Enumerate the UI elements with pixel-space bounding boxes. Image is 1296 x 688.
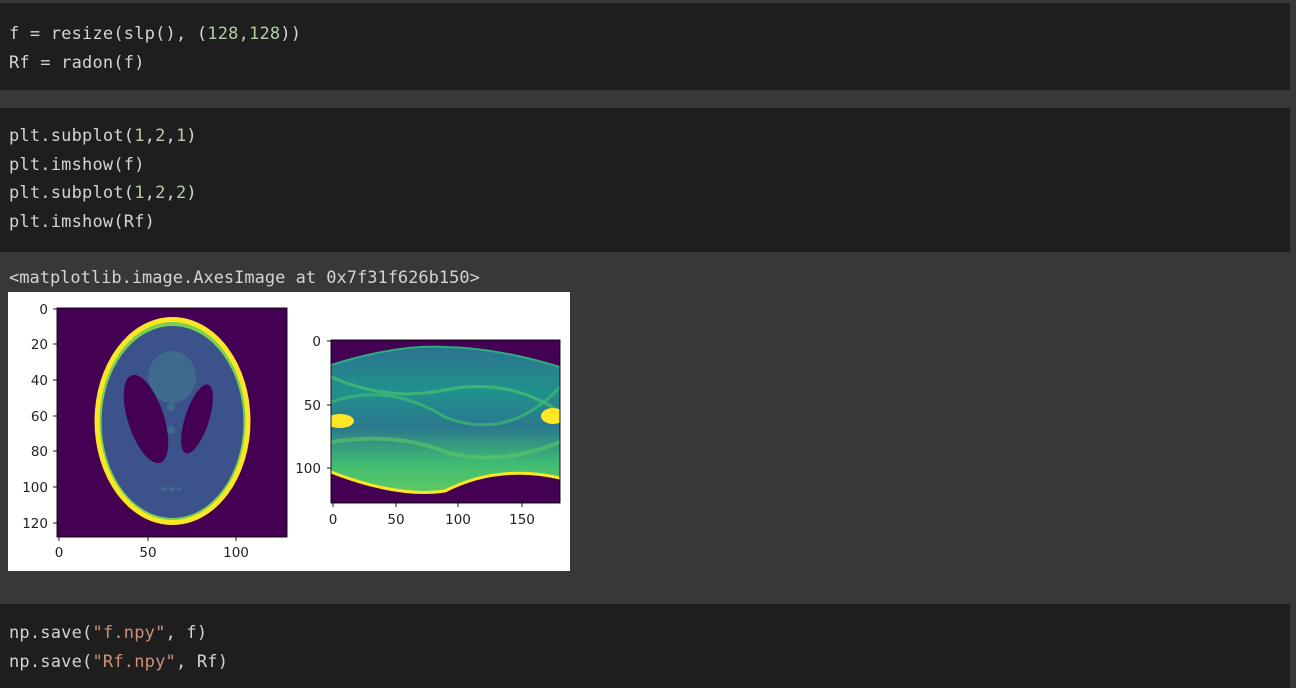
code-line: plt.imshow(f) — [9, 154, 145, 175]
x-tick-label: 100 — [445, 512, 471, 528]
phantom-dot-3 — [161, 487, 167, 491]
x-tick-label: 50 — [387, 512, 404, 528]
y-tick-label: 0 — [39, 302, 48, 318]
phantom-top-ellipse — [148, 351, 196, 403]
y-tick-label: 80 — [31, 444, 48, 460]
code-line: np.save("f.npy", f) — [9, 623, 208, 643]
figure-svg: 0 20 40 60 80 100 120 0 50 100 — [22, 302, 561, 561]
matplotlib-figure: 0 20 40 60 80 100 120 0 50 100 — [8, 292, 570, 571]
code-cell-3[interactable]: np.save("f.npy", f) np.save("Rf.npy", Rf… — [0, 604, 1290, 688]
phantom-dot-2 — [167, 426, 175, 434]
phantom-x-axis: 0 50 100 — [55, 537, 249, 561]
sinogram-axes-frame — [330, 339, 561, 504]
phantom-brain — [101, 326, 244, 518]
phantom-dot-5 — [177, 487, 181, 491]
phantom-y-axis: 0 20 40 60 80 100 120 — [22, 302, 57, 532]
code-line: Rf = radon(f) — [9, 52, 145, 73]
sinogram-bottom-edge — [331, 470, 560, 494]
y-tick-label: 40 — [31, 373, 48, 389]
sinogram-right-hotspot — [541, 408, 560, 424]
y-tick-label: 0 — [312, 334, 321, 350]
x-tick-label: 0 — [329, 512, 338, 528]
code-cell-2[interactable]: plt.subplot(1,2,1) plt.imshow(f) plt.sub… — [0, 108, 1290, 252]
sinogram-body — [331, 346, 560, 493]
phantom-axes-frame — [56, 307, 288, 538]
code-line: plt.imshow(Rf) — [9, 211, 156, 232]
phantom-dot-4 — [169, 487, 175, 491]
y-tick-label: 120 — [22, 516, 48, 532]
y-tick-label: 20 — [31, 337, 48, 353]
phantom-dot-1 — [167, 403, 175, 411]
code-line: f = resize(slp(), (128,128)) — [9, 24, 302, 44]
code-line: np.save("Rf.npy", Rf) — [9, 651, 229, 672]
sinogram-top-edge — [331, 345, 560, 368]
code-line: plt.subplot(1,2,1) — [9, 126, 197, 146]
sinogram-image — [330, 339, 561, 504]
sinogram-x-axis: 0 50 100 150 — [329, 503, 535, 528]
code-cell-1[interactable]: f = resize(slp(), (128,128)) Rf = radon(… — [0, 3, 1290, 90]
sinogram-band-3 — [331, 436, 560, 460]
phantom-left-lobe — [123, 374, 169, 464]
y-tick-label: 100 — [22, 480, 48, 496]
sinogram-band-2 — [331, 385, 560, 427]
y-tick-label: 50 — [304, 398, 321, 414]
y-tick-label: 60 — [31, 409, 48, 425]
phantom-right-lobe — [181, 384, 213, 454]
phantom-image — [56, 307, 288, 538]
sinogram-band-1 — [331, 375, 560, 414]
code-line: plt.subplot(1,2,2) — [9, 183, 197, 203]
y-tick-label: 100 — [295, 461, 321, 477]
x-tick-label: 0 — [55, 545, 64, 561]
x-tick-label: 50 — [139, 545, 156, 561]
output-repr: <matplotlib.image.AxesImage at 0x7f31f62… — [9, 268, 480, 288]
x-tick-label: 150 — [509, 512, 535, 528]
sinogram-left-hotspot — [331, 414, 354, 428]
x-tick-label: 100 — [223, 545, 249, 561]
sinogram-y-axis: 0 50 100 — [295, 334, 331, 477]
